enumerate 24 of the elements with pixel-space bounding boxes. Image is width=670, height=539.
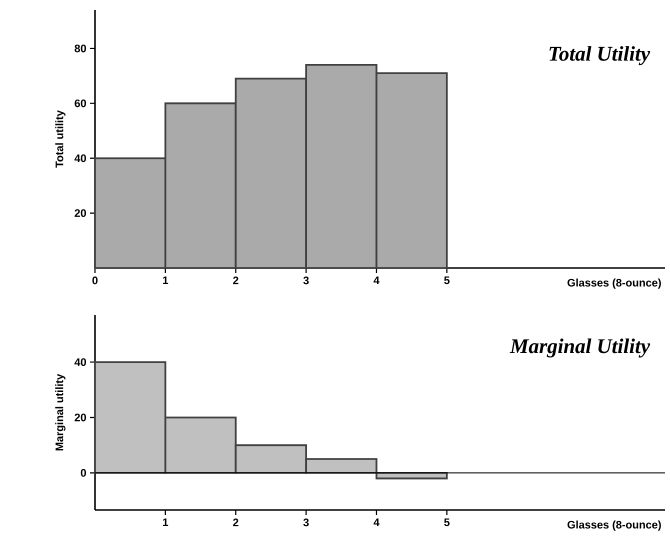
x-tick-label: 0 bbox=[92, 276, 98, 284]
text: Total Utility bbox=[549, 46, 650, 66]
x-tick-label: 5 bbox=[444, 518, 450, 526]
y-axis-title: Marginal utility bbox=[55, 374, 66, 450]
x-tick-label: 4 bbox=[374, 518, 380, 526]
y-tick-label: 40 bbox=[74, 154, 86, 162]
x-axis-title: Glasses (8-ounce) bbox=[568, 520, 661, 531]
x-tick-label: 1 bbox=[163, 276, 168, 284]
x-tick-label: 2 bbox=[233, 518, 238, 526]
y-tick-label: 20 bbox=[74, 209, 86, 217]
x-tick-label: 4 bbox=[374, 276, 380, 284]
y-tick-label: 0 bbox=[80, 469, 86, 477]
x-axis-title: Glasses (8-ounce) bbox=[568, 278, 661, 289]
y-tick-label: 80 bbox=[74, 44, 86, 52]
y-tick-label: 60 bbox=[74, 99, 86, 108]
y-axis-title: Total utility bbox=[55, 110, 66, 168]
x-tick-label: 1 bbox=[163, 518, 168, 526]
x-tick-label: 2 bbox=[233, 276, 238, 284]
x-tick-label: 3 bbox=[303, 518, 309, 526]
x-tick-label: 5 bbox=[444, 276, 450, 284]
y-tick-label: 40 bbox=[74, 358, 86, 366]
text: Marginal Utility bbox=[510, 338, 650, 358]
x-tick-label: 3 bbox=[303, 276, 309, 284]
y-tick-label: 20 bbox=[74, 414, 86, 422]
